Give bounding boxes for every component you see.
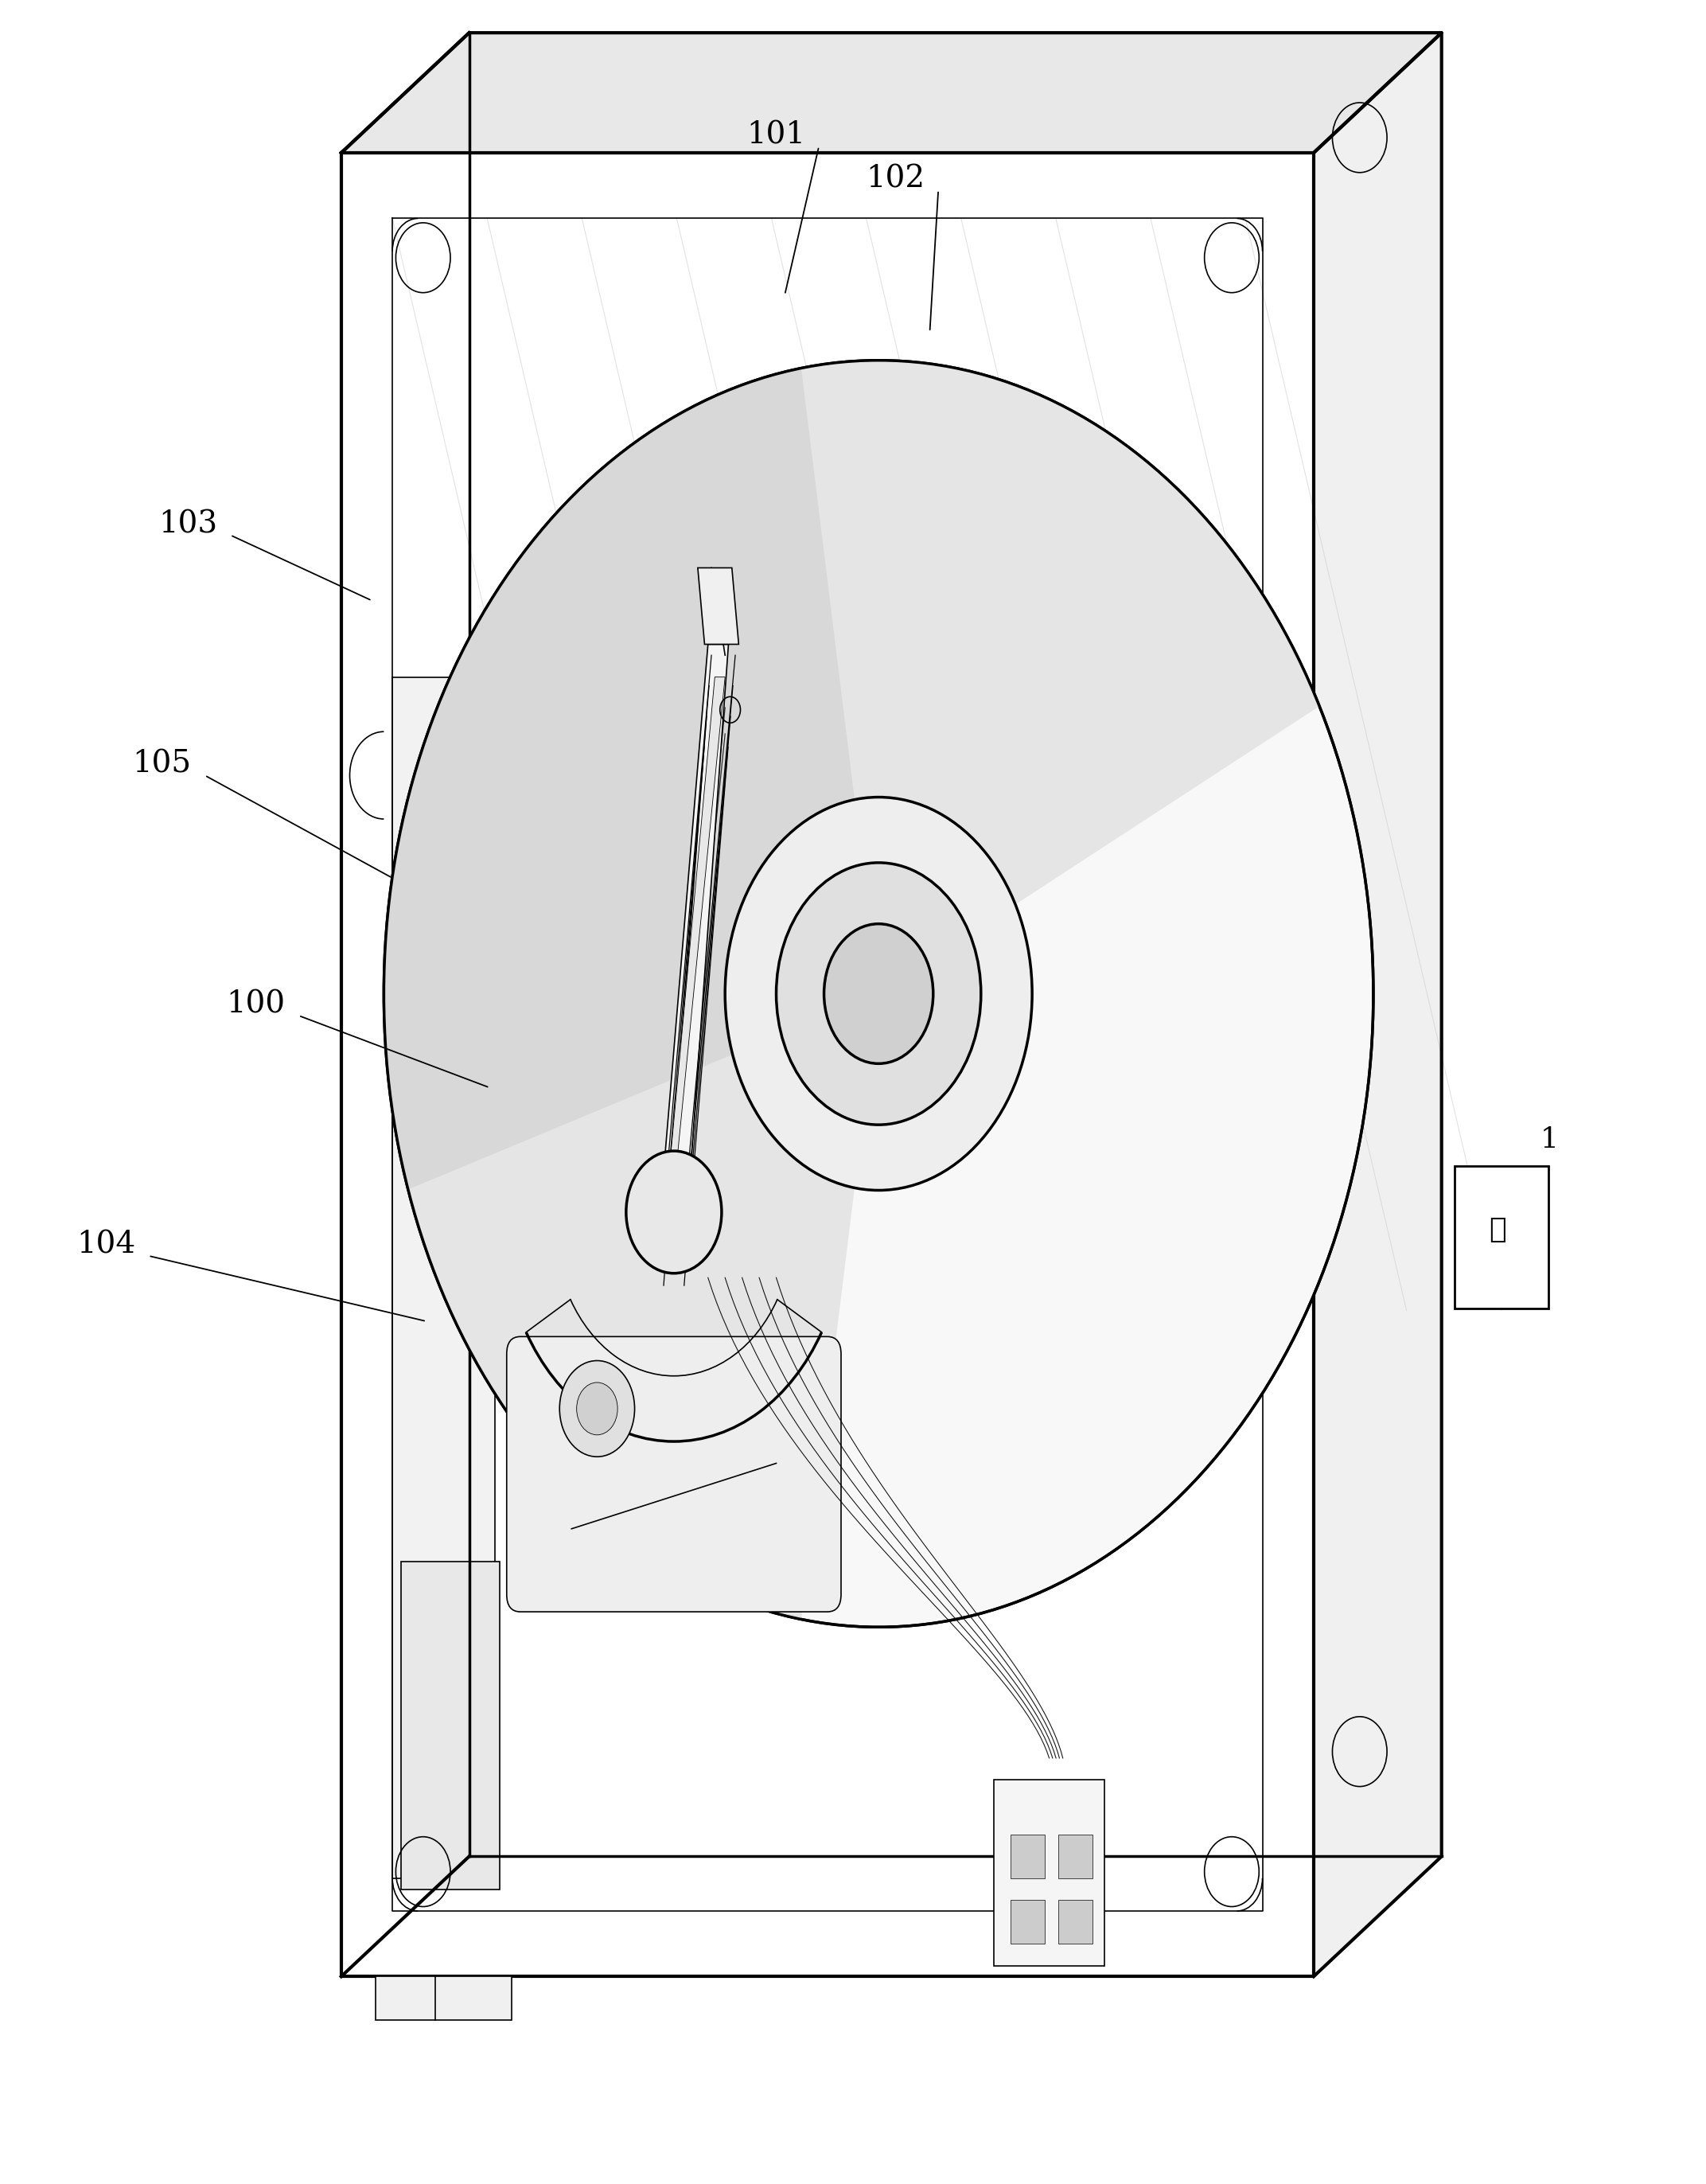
Circle shape <box>824 924 933 1064</box>
Text: 102: 102 <box>867 164 925 194</box>
Text: 104: 104 <box>77 1230 135 1260</box>
Circle shape <box>560 1361 635 1457</box>
Circle shape <box>626 1151 722 1273</box>
Bar <box>1058 1900 1094 1944</box>
Text: 103: 103 <box>159 509 217 539</box>
Text: 100: 100 <box>227 989 285 1020</box>
Bar <box>1058 1835 1094 1878</box>
Polygon shape <box>375 1977 512 2020</box>
Polygon shape <box>341 33 1442 153</box>
Polygon shape <box>698 568 739 644</box>
FancyBboxPatch shape <box>507 1337 841 1612</box>
Text: 1: 1 <box>1541 1127 1558 1153</box>
Polygon shape <box>384 369 879 1190</box>
Bar <box>1010 1835 1046 1878</box>
Bar <box>1454 1166 1549 1308</box>
Polygon shape <box>341 153 1314 1977</box>
Bar <box>1010 1900 1046 1944</box>
Circle shape <box>384 360 1373 1627</box>
Text: 図: 図 <box>1489 1216 1506 1243</box>
Text: 101: 101 <box>747 120 805 151</box>
Bar <box>392 677 495 1878</box>
Polygon shape <box>660 644 728 1212</box>
Bar <box>993 1780 1105 1966</box>
Circle shape <box>776 863 981 1125</box>
Polygon shape <box>384 360 1319 1618</box>
Bar <box>401 1562 500 1889</box>
Text: 105: 105 <box>133 749 191 780</box>
Circle shape <box>577 1382 618 1435</box>
Circle shape <box>725 797 1032 1190</box>
Polygon shape <box>1314 33 1442 1977</box>
Polygon shape <box>670 677 725 1158</box>
